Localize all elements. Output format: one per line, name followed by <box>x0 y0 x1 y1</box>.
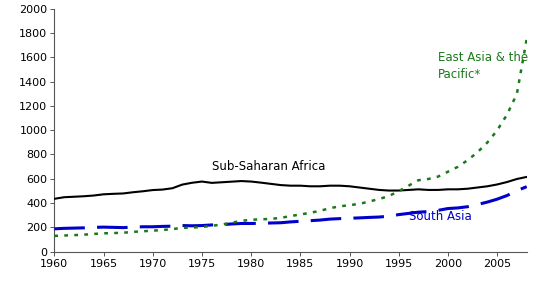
Text: Sub-Saharan Africa: Sub-Saharan Africa <box>212 160 325 173</box>
Text: East Asia & the
Pacific*: East Asia & the Pacific* <box>438 51 528 81</box>
Text: South Asia: South Asia <box>409 210 471 223</box>
